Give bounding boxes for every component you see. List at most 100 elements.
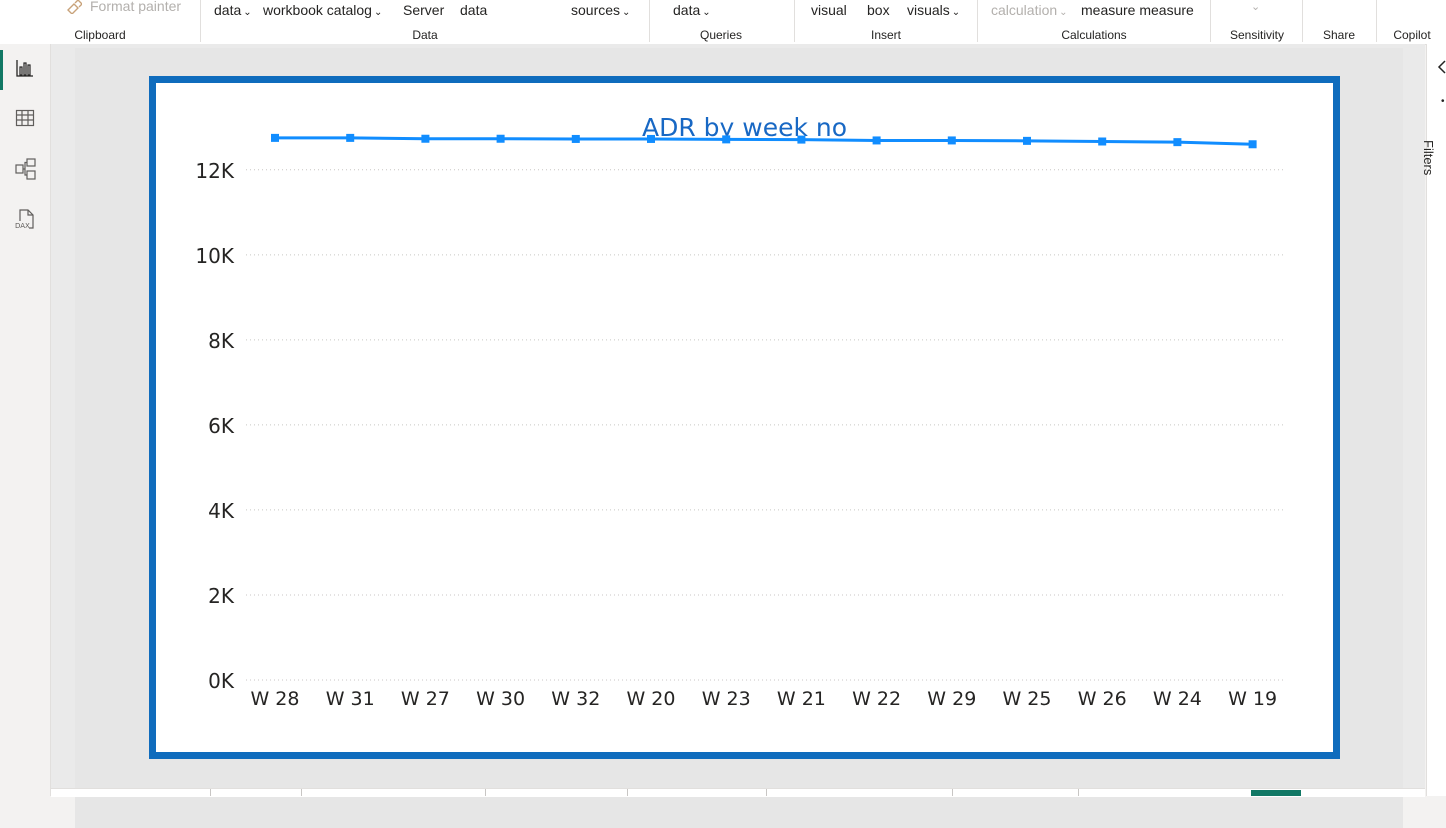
- workbook-catalog-label: workbook catalog: [263, 2, 372, 18]
- page-tab-divider: [1078, 789, 1079, 796]
- x-tick-label: W 28: [250, 688, 299, 710]
- data-point-marker[interactable]: [722, 135, 731, 144]
- y-tick-label: 8K: [208, 329, 235, 353]
- data-point-marker[interactable]: [647, 134, 655, 143]
- data-point-marker[interactable]: [1023, 136, 1031, 145]
- data-point-marker[interactable]: [421, 134, 430, 143]
- data-point-marker[interactable]: [1098, 137, 1107, 146]
- more-visuals-label: visuals: [907, 2, 950, 18]
- data-point-marker[interactable]: [496, 134, 505, 143]
- chevron-down-icon: ⌄: [951, 7, 961, 18]
- x-tick-label: W 32: [551, 688, 600, 710]
- group-label-sensitivity: Sensitivity: [1229, 28, 1285, 42]
- chart-title: ADR by week no: [641, 113, 848, 142]
- model-view-button[interactable]: [0, 146, 50, 192]
- x-tick-label: W 20: [626, 688, 675, 710]
- page-tab-divider: [210, 789, 211, 796]
- ribbon-divider: [200, 0, 201, 42]
- format-painter-button[interactable]: Format painter: [90, 0, 182, 14]
- group-label-data: Data: [412, 28, 438, 42]
- sql-server-button[interactable]: Server: [403, 2, 445, 18]
- group-label-copilot: Copilot: [1393, 28, 1431, 42]
- y-tick-label: 0K: [208, 669, 235, 693]
- page-tab-divider: [627, 789, 628, 796]
- y-tick-label: 2K: [208, 584, 235, 608]
- group-label-insert: Insert: [870, 28, 902, 42]
- group-label-queries: Queries: [699, 28, 743, 42]
- x-tick-label: W 24: [1153, 688, 1202, 710]
- page-tab-divider: [766, 789, 767, 796]
- recent-sources-label: sources: [571, 2, 621, 18]
- report-view-icon: [16, 60, 33, 77]
- chevron-left-icon[interactable]: [1437, 60, 1446, 74]
- quick-calculation-label: calculation: [991, 2, 1058, 18]
- x-tick-label: W 25: [1002, 688, 1051, 710]
- x-tick-label: W 31: [326, 688, 375, 710]
- table-view-icon: [15, 109, 35, 127]
- active-page-tab-indicator[interactable]: [1251, 790, 1301, 796]
- filters-pane[interactable]: [1426, 44, 1446, 796]
- line-chart-visual[interactable]: ADR by week no 0K 2K 4K 6K 8K 10K 12K W 28 W 31 W…: [149, 76, 1340, 759]
- y-tick-label: 10K: [195, 244, 234, 268]
- get-data-button[interactable]: data ⌄: [214, 2, 252, 18]
- y-tick-label: 6K: [208, 414, 235, 438]
- x-tick-label: W 30: [476, 688, 525, 710]
- recent-sources-button[interactable]: sources ⌄: [571, 2, 630, 18]
- workbook-catalog-button[interactable]: workbook catalog ⌄: [263, 2, 382, 18]
- dax-label: DAX: [15, 222, 30, 230]
- page-tab-divider: [485, 789, 486, 796]
- dax-query-view-button[interactable]: DAX: [0, 196, 50, 242]
- data-point-marker[interactable]: [1248, 140, 1257, 149]
- data-point-marker[interactable]: [271, 133, 279, 142]
- ribbon-divider: [794, 0, 795, 42]
- ribbon-divider: [977, 0, 978, 42]
- data-point-marker[interactable]: [571, 134, 580, 143]
- line-chart: 0K 2K 4K 6K 8K 10K 12K W 28 W 31 W 27 W 30 W 32 W 20…: [195, 133, 1286, 710]
- sensitivity-chevron-icon[interactable]: ⌄: [1251, 1, 1261, 13]
- quick-calculation-button[interactable]: calculation ⌄: [991, 2, 1068, 18]
- new-visual-button[interactable]: visual: [811, 2, 847, 18]
- new-measure-button[interactable]: measure measure: [1081, 2, 1194, 18]
- group-label-share: Share: [1322, 28, 1356, 42]
- refresh-data-button[interactable]: data ⌄: [673, 2, 711, 18]
- view-switcher-rail: DAX: [0, 44, 51, 796]
- chevron-down-icon: ⌄: [1059, 7, 1068, 18]
- chevron-down-icon: ⌄: [243, 7, 252, 18]
- enter-data-button[interactable]: data: [460, 2, 488, 18]
- group-label-calculations: Calculations: [1061, 28, 1127, 42]
- filters-pane-label[interactable]: Filters: [1421, 140, 1436, 176]
- x-tick-label: W 26: [1078, 688, 1127, 710]
- more-visuals-button[interactable]: visuals ⌄: [907, 2, 960, 18]
- y-tick-label: 4K: [208, 499, 235, 523]
- get-data-label: data: [214, 2, 242, 18]
- data-point-marker[interactable]: [872, 136, 881, 145]
- text-box-button[interactable]: box: [867, 2, 890, 18]
- dax-query-view-icon: DAX: [15, 209, 34, 230]
- ribbon: Format painter data ⌄ workbook catalog ⌄ S…: [0, 0, 1446, 45]
- data-point-marker[interactable]: [346, 133, 355, 142]
- page-tab-divider: [952, 789, 953, 796]
- x-tick-label: W 21: [777, 688, 826, 710]
- filters-dot-icon: •: [1441, 96, 1445, 107]
- data-point-marker[interactable]: [797, 135, 806, 144]
- ribbon-divider: [1302, 0, 1303, 42]
- ribbon-divider: [1210, 0, 1211, 42]
- chevron-down-icon: ⌄: [373, 7, 383, 18]
- report-view-button[interactable]: [0, 46, 50, 92]
- chevron-down-icon: ⌄: [702, 7, 711, 18]
- page-tab-divider: [301, 789, 302, 796]
- x-tick-label: W 19: [1228, 688, 1277, 710]
- model-view-icon: [15, 158, 36, 180]
- x-tick-label: W 23: [702, 688, 751, 710]
- series-line[interactable]: [275, 136, 1253, 146]
- data-point-marker[interactable]: [947, 136, 956, 145]
- refresh-data-label: data: [673, 2, 701, 18]
- table-view-button[interactable]: [0, 96, 50, 142]
- page-tabs-strip: [51, 788, 1425, 797]
- y-tick-label: 12K: [195, 159, 234, 183]
- ribbon-divider: [649, 0, 650, 42]
- data-point-marker[interactable]: [1173, 138, 1182, 147]
- format-painter-icon: [67, 0, 82, 14]
- x-tick-label: W 27: [401, 688, 450, 710]
- x-tick-label: W 22: [852, 688, 901, 710]
